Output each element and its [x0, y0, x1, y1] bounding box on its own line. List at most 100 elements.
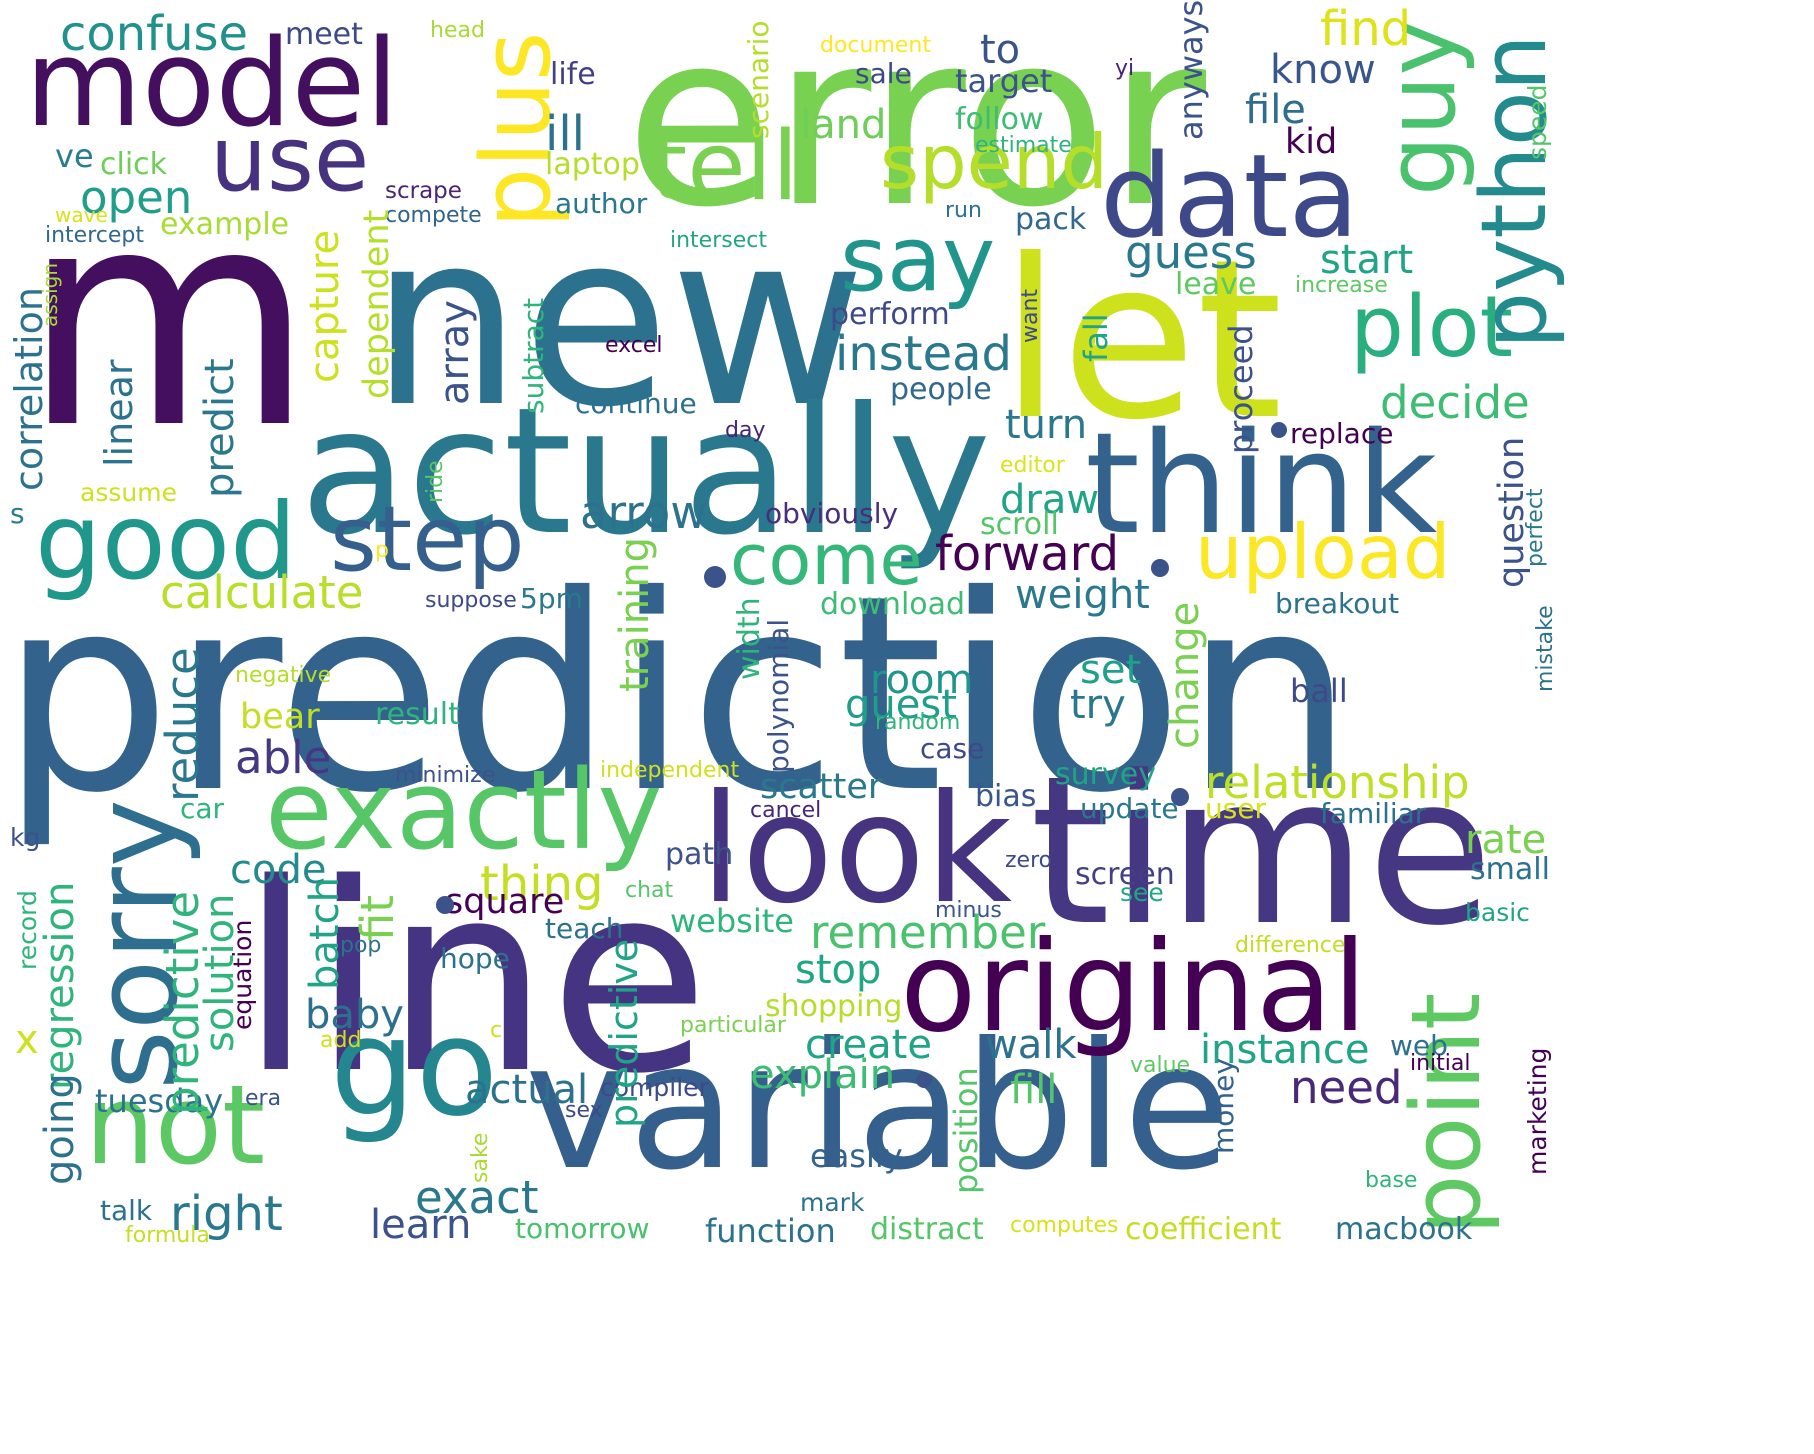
- cloud-word: instance: [1200, 1027, 1370, 1073]
- cloud-word: sex: [565, 1098, 603, 1123]
- cloud-word: create: [805, 1022, 932, 1068]
- cloud-word: distract: [870, 1212, 984, 1247]
- cloud-word: value: [1130, 1053, 1191, 1078]
- cloud-word: day: [725, 418, 766, 443]
- cloud-word: web: [1390, 1029, 1448, 1062]
- cloud-word: original: [900, 915, 1368, 1060]
- cloud-word: laptop: [545, 147, 640, 182]
- cloud-word: scatter: [760, 767, 883, 807]
- cloud-word: estimate: [975, 133, 1072, 158]
- cloud-word: website: [670, 902, 794, 940]
- cloud-word: compete: [385, 203, 482, 228]
- cloud-word: minus: [935, 898, 1002, 923]
- decorative-dot: [704, 566, 726, 588]
- cloud-word: head: [430, 18, 485, 43]
- cloud-word: position: [947, 1066, 985, 1194]
- cloud-word: tell: [650, 112, 799, 222]
- cloud-word: try: [1070, 682, 1126, 728]
- cloud-word: base: [1365, 1168, 1418, 1193]
- cloud-word: bear: [240, 697, 320, 737]
- cloud-word: random: [875, 710, 961, 735]
- cloud-word: line: [240, 829, 710, 1131]
- cloud-word: pack: [1015, 202, 1087, 237]
- cloud-word: x: [15, 1017, 39, 1063]
- cloud-word: forward: [935, 526, 1120, 582]
- cloud-word: predictive: [602, 938, 646, 1128]
- cloud-word: change: [1162, 601, 1208, 749]
- cloud-word: fit: [351, 895, 404, 941]
- cloud-word: remember: [810, 906, 1046, 959]
- cloud-word: linear: [97, 359, 141, 467]
- cloud-word: minimize: [395, 763, 496, 788]
- cloud-word: bias: [975, 779, 1037, 814]
- cloud-word: user: [1205, 792, 1267, 825]
- cloud-word: come: [730, 519, 923, 601]
- cloud-word: decide: [1380, 376, 1530, 429]
- cloud-word: mark: [800, 1188, 865, 1217]
- cloud-word: c: [490, 1018, 503, 1043]
- cloud-word: exact: [415, 1171, 539, 1224]
- cloud-word: batch: [302, 877, 348, 990]
- cloud-word: click: [100, 147, 168, 182]
- cloud-word: explain: [750, 1052, 896, 1098]
- cloud-word: s: [10, 497, 25, 530]
- cloud-word: land: [800, 102, 887, 148]
- cloud-word: follow: [955, 102, 1044, 137]
- cloud-word: know: [1270, 47, 1376, 93]
- cloud-word: variable: [525, 1006, 1231, 1209]
- cloud-word: draw: [1000, 477, 1100, 523]
- cloud-word: scrape: [385, 178, 462, 204]
- cloud-word: learn: [370, 1202, 472, 1248]
- cloud-word: author: [555, 187, 648, 220]
- cloud-word: record: [13, 890, 42, 970]
- cloud-word: editor: [1000, 453, 1065, 478]
- decorative-dot: [1271, 422, 1287, 438]
- cloud-word: weight: [1015, 572, 1150, 618]
- cloud-word: set: [1080, 647, 1142, 693]
- cloud-word: error: [625, 0, 1207, 260]
- cloud-word: cancel: [750, 798, 822, 823]
- cloud-word: ball: [1290, 672, 1348, 710]
- cloud-word: p: [375, 538, 389, 563]
- cloud-word: walk: [985, 1022, 1077, 1068]
- cloud-word: negative: [235, 663, 332, 688]
- decorative-dot: [916, 1072, 932, 1088]
- cloud-word: excel: [605, 333, 663, 358]
- cloud-word: thing: [480, 856, 604, 912]
- cloud-word: intersect: [670, 228, 767, 253]
- cloud-word: chat: [625, 878, 674, 903]
- cloud-word: fill: [1010, 1067, 1058, 1113]
- cloud-word: relationship: [1205, 756, 1470, 809]
- cloud-word: era: [245, 1086, 282, 1111]
- cloud-word: difference: [1235, 933, 1346, 958]
- cloud-word: ve: [55, 137, 94, 175]
- cloud-word: spend: [880, 118, 1108, 206]
- cloud-word: leave: [1175, 267, 1257, 302]
- cloud-word: tuesday: [95, 1082, 224, 1120]
- cloud-word: m: [22, 145, 315, 494]
- cloud-word: function: [705, 1212, 836, 1250]
- cloud-word: talk: [100, 1194, 153, 1227]
- cloud-word: scenario: [742, 20, 775, 140]
- cloud-word: proceed: [1222, 324, 1260, 455]
- cloud-word: regression: [37, 881, 83, 1090]
- cloud-word: teach: [545, 912, 624, 945]
- cloud-word: go: [330, 989, 499, 1146]
- cloud-word: use: [210, 107, 370, 212]
- cloud-word: room: [870, 657, 974, 703]
- cloud-word: hope: [440, 942, 510, 975]
- cloud-word: good: [35, 481, 297, 603]
- cloud-word: life: [550, 57, 596, 92]
- cloud-word: obviously: [765, 497, 899, 530]
- cloud-word: data: [1100, 130, 1360, 264]
- cloud-word: yi: [1115, 56, 1135, 81]
- cloud-word: dependent: [357, 209, 397, 399]
- cloud-word: sake: [468, 1132, 493, 1183]
- cloud-word: breakout: [1275, 587, 1400, 620]
- cloud-word: pop: [340, 933, 382, 958]
- cloud-word: shopping: [765, 989, 903, 1024]
- cloud-word: 5pm: [520, 582, 583, 615]
- cloud-word: step: [330, 487, 525, 592]
- cloud-word: formula: [125, 1223, 210, 1248]
- cloud-word: see: [1120, 878, 1164, 907]
